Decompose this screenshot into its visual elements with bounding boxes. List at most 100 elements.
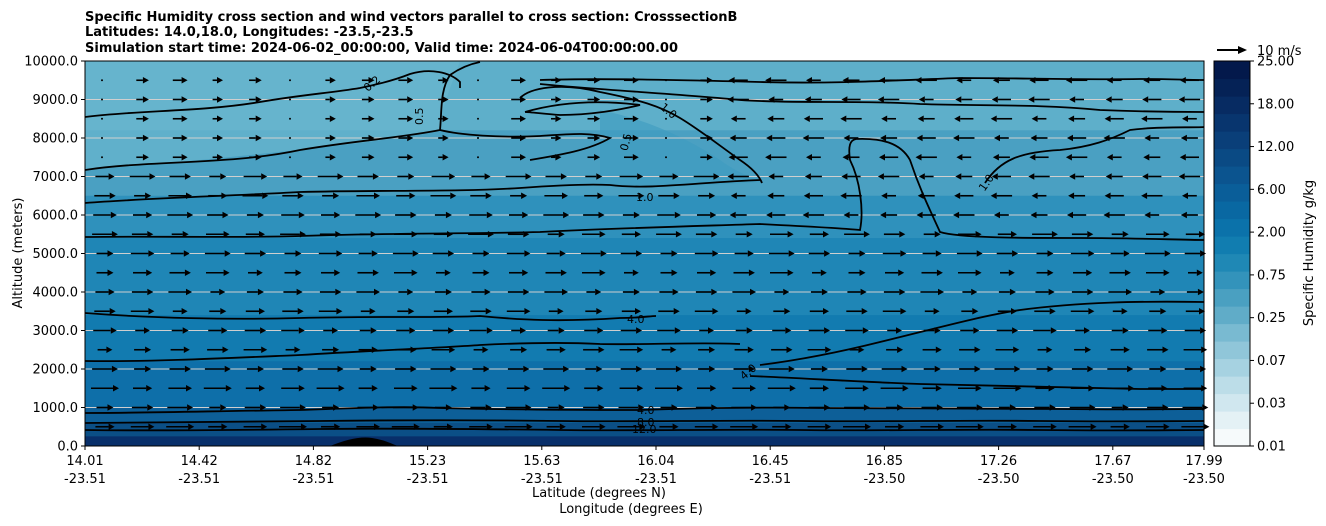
wind-vector-head xyxy=(1050,423,1057,430)
wind-vector-head xyxy=(706,134,713,142)
wind-vector-head xyxy=(1087,288,1094,296)
contour-1p0-b xyxy=(519,86,763,184)
wind-vector-head xyxy=(221,192,228,199)
wind-vector-head xyxy=(333,192,340,199)
wind-vector-head xyxy=(520,327,526,334)
wind-vector-head xyxy=(256,269,263,276)
wind-vector xyxy=(990,192,1013,199)
wind-vector-dot xyxy=(289,98,291,101)
wind-vector xyxy=(997,308,1017,315)
wind-vector-head xyxy=(784,308,791,315)
wind-vector xyxy=(172,308,188,315)
wind-vector-head xyxy=(1047,365,1054,373)
wind-vector xyxy=(322,192,340,199)
wind-vector-head xyxy=(711,404,718,411)
wind-vector-head xyxy=(484,173,491,180)
wind-vector xyxy=(208,327,228,334)
wind-vector-head xyxy=(371,385,378,392)
wind-vector-head xyxy=(842,77,849,84)
wind-vector xyxy=(547,327,565,334)
wind-vector-head xyxy=(708,327,714,334)
wind-vector-head xyxy=(407,154,414,161)
wind-vector xyxy=(167,404,194,411)
wind-vector-head xyxy=(711,231,718,238)
wind-vector-head xyxy=(411,385,418,392)
wind-vector-head xyxy=(975,269,982,276)
wind-vector xyxy=(167,211,194,219)
wind-vector xyxy=(321,423,341,430)
wind-vector xyxy=(432,250,455,257)
wind-vector-head xyxy=(824,404,831,411)
wind-vector-head xyxy=(789,385,796,392)
wind-vector xyxy=(509,211,529,219)
wind-vector-dot xyxy=(289,117,291,120)
wind-vector-head xyxy=(597,327,604,334)
wind-vector-head xyxy=(859,250,866,257)
wind-vector xyxy=(101,79,103,82)
wind-vector xyxy=(1178,96,1201,103)
wind-vector-head xyxy=(594,154,601,161)
y-tick-label: 6000.0 xyxy=(33,209,79,224)
wind-vector xyxy=(582,269,606,276)
wind-vector-head xyxy=(372,404,379,411)
wind-vector xyxy=(917,115,935,122)
wind-vector xyxy=(956,77,972,84)
wind-vector-head xyxy=(485,192,492,199)
wind-vector-head xyxy=(445,211,452,219)
wind-vector-head xyxy=(486,211,493,219)
wind-vector xyxy=(289,79,291,82)
wind-vector-head xyxy=(448,327,455,334)
wind-vector xyxy=(809,385,829,392)
wind-vector xyxy=(810,288,828,296)
wind-vector xyxy=(1028,173,1050,180)
wind-vector-head xyxy=(409,327,416,334)
colorbar-tick-label: 0.25 xyxy=(1257,311,1286,326)
wind-vector xyxy=(883,288,906,296)
x-tick-label-lat: 17.99 xyxy=(1185,454,1222,469)
wind-vector xyxy=(289,98,291,101)
wind-vector xyxy=(695,288,718,296)
wind-vector-head xyxy=(1180,211,1187,219)
wind-vector xyxy=(317,365,344,373)
wind-vector xyxy=(130,423,155,430)
wind-vector-head xyxy=(1014,365,1021,373)
wind-vector xyxy=(844,404,870,411)
wind-vector xyxy=(285,346,301,353)
wind-vector-head xyxy=(990,192,997,199)
wind-vector xyxy=(430,192,457,199)
wind-vector-head xyxy=(710,269,717,276)
wind-vector xyxy=(1111,327,1129,334)
wind-vector xyxy=(665,79,667,82)
wind-vector-head xyxy=(934,231,941,238)
wind-vector xyxy=(398,134,414,142)
wind-vector-head xyxy=(483,365,490,373)
wind-vector-head xyxy=(559,250,566,257)
wind-vector-head xyxy=(1085,346,1092,353)
wind-vector-head xyxy=(1031,115,1038,122)
wind-vector-head xyxy=(861,308,868,315)
wind-vector xyxy=(244,327,267,334)
wind-vector xyxy=(920,423,944,430)
wind-vector xyxy=(995,346,1020,353)
wind-vector-head xyxy=(784,404,791,411)
wind-vector xyxy=(881,115,896,122)
wind-vector-head xyxy=(255,96,262,103)
wind-vector xyxy=(587,96,601,103)
wind-vector-head xyxy=(558,327,565,334)
wind-vector xyxy=(248,269,263,276)
wind-vector-head xyxy=(843,211,850,219)
wind-vector-head xyxy=(442,77,449,84)
wind-vector xyxy=(246,288,264,296)
colorbar-segment xyxy=(1214,428,1250,447)
wind-vector xyxy=(698,192,716,199)
wind-vector xyxy=(845,385,869,392)
wind-vector xyxy=(1035,385,1055,392)
wind-vector xyxy=(954,192,974,199)
wind-vector xyxy=(583,211,605,219)
wind-vector xyxy=(583,404,605,411)
wind-vector xyxy=(546,423,566,430)
wind-vector-head xyxy=(410,346,417,353)
wind-vector-head xyxy=(1088,308,1095,315)
wind-vector-head xyxy=(594,96,601,103)
wind-vector-head xyxy=(1199,231,1205,238)
